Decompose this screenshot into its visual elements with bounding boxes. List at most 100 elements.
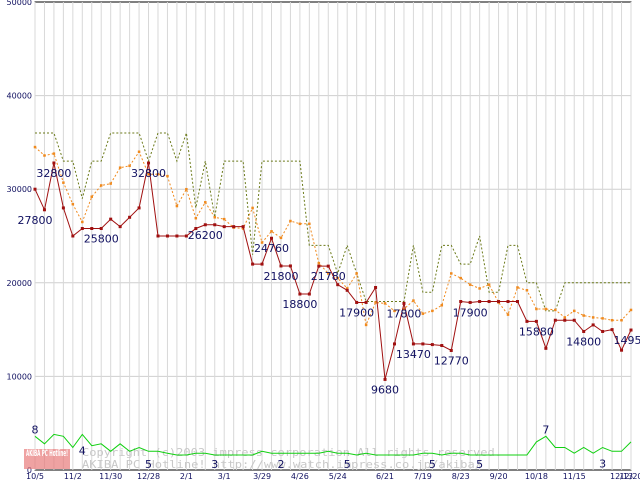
series-point-min — [80, 227, 84, 231]
series-point-min — [345, 288, 349, 292]
x-tick-label: 11/2 — [64, 472, 82, 480]
series-point-average — [478, 287, 481, 290]
series-point-average — [279, 236, 283, 240]
price-label: 27800 — [18, 214, 53, 227]
y-tick-label: 30000 — [7, 185, 32, 194]
series-point-min — [184, 234, 188, 238]
price-label: 26200 — [188, 229, 223, 242]
series-point-average — [99, 184, 103, 187]
series-point-average — [33, 145, 37, 149]
series-point-average — [535, 307, 538, 311]
series-point-average — [166, 174, 169, 178]
price-label: 12770 — [434, 354, 469, 367]
series-point-average — [572, 309, 576, 313]
series-point-average — [156, 172, 160, 176]
series-point-min — [61, 206, 65, 210]
y-tick-label: 20000 — [7, 279, 32, 288]
series-point-min — [99, 227, 103, 231]
series-point-average — [204, 201, 207, 204]
watermark: AKIBA PC Hotline! Copyright (c)2003 impr… — [24, 446, 502, 471]
series-point-min — [459, 300, 463, 304]
series-point-min — [203, 223, 207, 227]
series-point-min — [591, 323, 595, 327]
series-point-average — [459, 276, 462, 280]
watermark-line-1: Copyright (c)2003 impress corporation Al… — [82, 446, 502, 459]
series-point-min — [194, 227, 198, 231]
series-point-min — [468, 300, 472, 304]
series-line-count — [34, 433, 632, 456]
series-point-average — [147, 172, 150, 176]
series-point-average — [374, 301, 377, 304]
series-point-average — [345, 287, 349, 290]
price-label: 14953 — [614, 334, 640, 347]
series-point-average — [364, 323, 368, 327]
series-point-min — [582, 329, 586, 333]
x-tick-label: 9/20 — [490, 472, 508, 480]
y-tick-label: 40000 — [7, 92, 32, 101]
series-point-average — [327, 272, 330, 275]
series-point-min — [534, 319, 538, 323]
x-tick-label: 10/5 — [26, 472, 44, 480]
price-label: 21800 — [263, 270, 298, 283]
series-point-average — [128, 164, 131, 168]
x-tick-label: 6/21 — [376, 472, 394, 480]
series-point-min — [251, 262, 255, 266]
series-point-average — [308, 222, 311, 226]
series-point-min — [411, 342, 415, 346]
series-point-min — [42, 208, 46, 212]
count-label: 5 — [476, 458, 483, 471]
watermark-badge — [24, 449, 70, 469]
series-point-min — [307, 292, 311, 296]
x-tick-label: 7/19 — [414, 472, 432, 480]
series-point-average — [185, 187, 188, 191]
series-point-average — [213, 216, 216, 219]
series-point-min — [288, 264, 292, 268]
series-point-min — [525, 319, 529, 323]
series-point-min — [497, 300, 501, 304]
series-point-average — [421, 312, 425, 315]
series-point-average — [289, 219, 292, 223]
watermark-line-2: AKIBA PC Hotline! http://www.watch.impre… — [82, 458, 482, 471]
series-point-min — [374, 285, 378, 289]
x-axis-ticks: 10/5 11/2 11/30 12/28 2/1 3/1 3/29 4/26 5/24 6/21… — [26, 472, 640, 480]
series-point-min — [629, 328, 633, 332]
series-point-average — [440, 304, 444, 307]
series-point-min — [402, 301, 406, 305]
y-tick-label: 0 — [27, 466, 32, 475]
series-point-min — [260, 262, 264, 266]
series-point-min — [336, 283, 340, 287]
series-point-min — [298, 292, 302, 296]
count-label: 2 — [277, 458, 284, 471]
series-point-average — [251, 206, 254, 210]
series-point-min — [487, 300, 491, 304]
series-point-average — [610, 318, 614, 322]
series-point-min — [392, 342, 396, 346]
series-point-average — [137, 150, 141, 154]
price-label: 14800 — [566, 335, 601, 348]
count-label: 8 — [32, 423, 39, 436]
series-point-average — [450, 272, 453, 275]
series-point-average — [109, 182, 112, 185]
series-point-min — [270, 236, 274, 240]
x-tick-label: 3/1 — [218, 472, 231, 480]
price-label: 17900 — [339, 306, 374, 319]
price-label: 25800 — [84, 233, 119, 246]
series-point-min — [175, 234, 179, 238]
series-point-average — [317, 261, 321, 265]
series-point-average — [81, 220, 84, 224]
price-label: 13470 — [396, 348, 431, 361]
series-point-average — [118, 166, 122, 169]
series-point-average — [355, 272, 358, 275]
series-point-min — [128, 215, 132, 219]
count-label: 3 — [211, 458, 218, 471]
count-label: 3 — [599, 458, 606, 471]
x-tick-label: 11/30 — [99, 472, 122, 480]
x-tick-label: 10/18 — [525, 472, 548, 480]
series-point-average — [431, 309, 434, 313]
series-point-average — [393, 309, 396, 313]
series-point-average — [90, 195, 94, 198]
series-point-average — [383, 302, 387, 305]
series-point-average — [525, 289, 529, 292]
price-label: 9680 — [371, 383, 399, 396]
x-tick-label: 12/28 — [137, 472, 160, 480]
